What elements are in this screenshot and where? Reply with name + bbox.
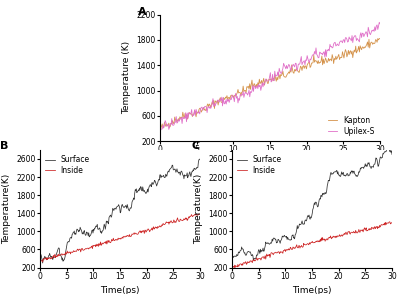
Text: B: B <box>0 141 8 151</box>
Surface <box>230 259 234 263</box>
X-axis label: Time(ps): Time(ps) <box>292 286 332 294</box>
Inside <box>40 260 45 264</box>
Legend: Surface, Inside: Surface, Inside <box>236 154 283 176</box>
Surface <box>40 261 45 265</box>
Inside <box>230 265 235 268</box>
Inside <box>196 212 201 216</box>
Inside <box>375 225 380 228</box>
Inside <box>325 237 330 240</box>
Inside <box>364 229 369 233</box>
Inside <box>38 258 43 262</box>
Inside <box>38 259 42 263</box>
Kapton <box>358 44 362 48</box>
Upilex-S <box>158 128 163 132</box>
Kapton <box>158 127 163 131</box>
Kapton <box>293 69 298 73</box>
Surface <box>136 188 141 192</box>
Surface <box>324 189 329 192</box>
Surface <box>328 175 332 179</box>
X-axis label: Time(ps): Time(ps) <box>100 286 140 294</box>
Inside <box>387 220 392 224</box>
Inside <box>230 267 234 270</box>
Kapton <box>344 50 348 54</box>
Line: Kapton: Kapton <box>160 39 380 129</box>
Surface <box>230 256 235 260</box>
Surface <box>173 168 178 172</box>
Upilex-S <box>358 34 362 37</box>
Line: Surface: Surface <box>40 159 200 263</box>
Line: Inside: Inside <box>232 222 392 268</box>
Inside <box>136 231 141 235</box>
Inside <box>133 232 138 235</box>
Upilex-S <box>159 127 164 131</box>
Kapton <box>288 70 293 74</box>
Inside <box>390 221 394 224</box>
Y-axis label: Temperature (K): Temperature (K) <box>122 41 131 114</box>
Upilex-S <box>288 69 293 73</box>
Surface <box>364 165 369 168</box>
Surface <box>133 189 138 192</box>
Kapton <box>375 37 380 40</box>
Kapton <box>289 63 294 67</box>
Y-axis label: Temperature(K): Temperature(K) <box>194 174 203 244</box>
Upilex-S <box>378 22 382 26</box>
Inside <box>183 216 188 220</box>
Legend: Kapton, Upilex-S: Kapton, Upilex-S <box>326 115 376 137</box>
Line: Surface: Surface <box>232 148 392 261</box>
Text: C: C <box>192 141 200 151</box>
Surface <box>183 174 188 177</box>
Line: Inside: Inside <box>40 214 200 262</box>
Upilex-S <box>377 21 382 24</box>
Inside <box>328 236 332 240</box>
Surface <box>375 158 380 161</box>
Inside <box>324 237 329 241</box>
Kapton <box>159 125 164 128</box>
Surface <box>386 146 391 150</box>
Upilex-S <box>293 61 298 65</box>
Legend: Surface, Inside: Surface, Inside <box>44 154 91 176</box>
Surface <box>38 259 42 263</box>
Upilex-S <box>289 64 294 68</box>
Upilex-S <box>344 36 348 39</box>
Upilex-S <box>158 126 162 130</box>
Kapton <box>378 37 382 40</box>
Line: Upilex-S: Upilex-S <box>160 22 380 130</box>
Kapton <box>158 126 162 129</box>
Text: A: A <box>138 7 147 17</box>
Inside <box>133 231 138 235</box>
Inside <box>198 213 202 216</box>
Surface <box>38 256 43 259</box>
Surface <box>133 188 138 191</box>
Surface <box>198 157 202 161</box>
Y-axis label: Temperature(K): Temperature(K) <box>2 174 11 244</box>
Surface <box>325 184 330 188</box>
Inside <box>173 220 178 223</box>
Surface <box>390 153 394 156</box>
X-axis label: Time (ps): Time (ps) <box>249 160 291 169</box>
